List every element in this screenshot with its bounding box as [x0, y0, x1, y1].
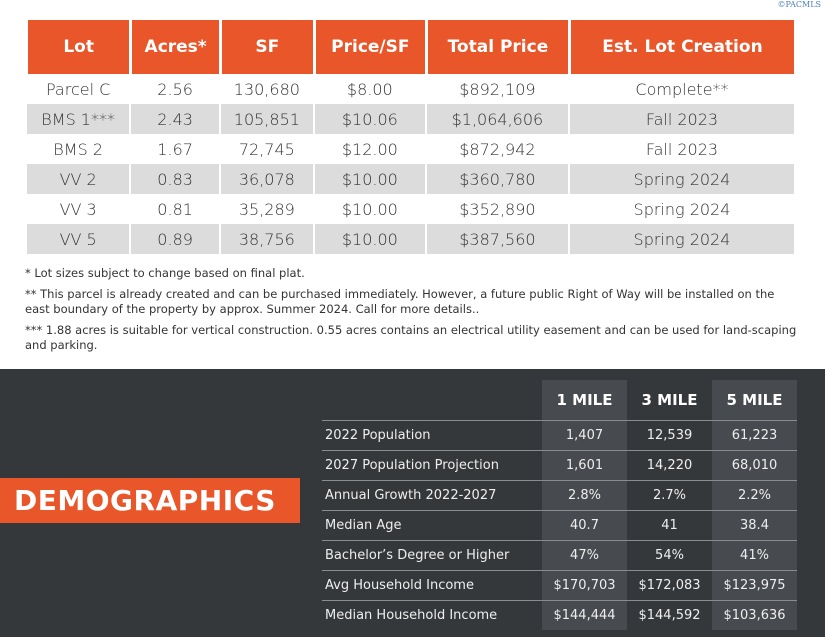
table-cell: $872,942: [459, 139, 536, 159]
table-cell: 0.89: [131, 224, 219, 254]
value-cell: 54%: [627, 539, 712, 570]
demographics-table: 1 MILE 3 MILE 5 MILE 2022 Population 1,407 1…: [322, 380, 797, 630]
table-row: Annual Growth 2022-2027 2.8% 2.7% 2.2%: [322, 479, 797, 510]
lot-pricing-table: Lot Acres* SF Price/SF Total Price Est. Lot C…: [25, 20, 796, 254]
radius-header: 3 MILE: [641, 390, 698, 409]
table-row: 2022 Population 1,407 12,539 61,223: [322, 419, 797, 450]
table-cell: 0.81: [157, 199, 193, 219]
table-row: Median Household Income $144,444 $144,592 $…: [322, 599, 797, 630]
value-cell: 12,539: [627, 419, 712, 450]
value-cell: 14,220: [627, 449, 712, 480]
value-cell: 1,601: [542, 449, 627, 480]
table-cell: $360,780: [426, 164, 568, 194]
demographics-title: DEMOGRAPHICS: [0, 478, 300, 523]
value-cell: 61,223: [712, 419, 797, 450]
table-cell: $8.00: [346, 79, 393, 99]
table-cell: 35,289: [238, 199, 295, 219]
table-cell: BMS 1***: [27, 104, 130, 134]
value-cell: 1,407: [542, 419, 627, 450]
value-cell: $172,083: [627, 569, 712, 600]
row-label: Median Age: [322, 509, 542, 540]
table-cell: $10.06: [314, 104, 425, 134]
footnote: ** This parcel is already created and ca…: [25, 287, 775, 316]
value-cell: 41: [627, 509, 712, 540]
footnote: *** 1.88 acres is suitable for vertical …: [25, 323, 797, 352]
value-cell: $144,444: [542, 599, 627, 630]
value-cell: 2.8%: [542, 479, 627, 510]
table-cell: Spring 2024: [569, 224, 794, 254]
table-row: VV 5 0.89 38,756 $10.00 $387,560 Spring 2024: [27, 224, 794, 254]
table-cell: 38,756: [220, 224, 313, 254]
table-row: Parcel C 2.56 130,680 $8.00 $892,109 Complete…: [27, 74, 794, 104]
column-header: SF: [220, 20, 313, 74]
column-header: Total Price: [426, 20, 568, 74]
row-label: Avg Household Income: [322, 569, 542, 600]
table-cell: Parcel C: [45, 79, 111, 99]
value-cell: 38.4: [712, 509, 797, 540]
value-cell: 68,010: [712, 449, 797, 480]
table-cell: Spring 2024: [569, 164, 794, 194]
table-cell: 130,680: [233, 79, 300, 99]
row-label: Annual Growth 2022-2027: [322, 479, 542, 510]
footnotes: * Lot sizes subject to change based on f…: [25, 266, 800, 359]
table-cell: $892,109: [459, 79, 536, 99]
table-cell: BMS 2: [53, 139, 103, 159]
footnote: * Lot sizes subject to change based on f…: [25, 266, 305, 280]
table-row: VV 2 0.83 36,078 $10.00 $360,780 Spring 2024: [27, 164, 794, 194]
table-cell: VV 2: [27, 164, 130, 194]
table-cell: $10.00: [341, 199, 398, 219]
value-cell: 41%: [712, 539, 797, 570]
table-row: BMS 2 1.67 72,745 $12.00 $872,942 Fall 2023: [27, 134, 794, 164]
value-cell: $123,975: [712, 569, 797, 600]
table-cell: 2.56: [157, 79, 193, 99]
table-cell: Spring 2024: [633, 199, 731, 219]
table-cell: $10.00: [314, 164, 425, 194]
row-label: Median Household Income: [322, 599, 542, 630]
row-label: 2027 Population Projection: [322, 449, 542, 480]
watermark: ©PACMLS: [777, 0, 821, 9]
value-cell: 2.2%: [712, 479, 797, 510]
table-row: Median Age 40.7 41 38.4: [322, 509, 797, 540]
table-cell: $352,890: [459, 199, 536, 219]
column-header: Lot: [27, 20, 130, 74]
table-row: VV 3 0.81 35,289 $10.00 $352,890 Spring 2024: [27, 194, 794, 224]
value-cell: 2.7%: [627, 479, 712, 510]
table-cell: Complete**: [635, 79, 729, 99]
table-cell: Fall 2023: [569, 104, 794, 134]
value-cell: 47%: [542, 539, 627, 570]
row-label: Bachelor’s Degree or Higher: [322, 539, 542, 570]
table-cell: VV 3: [59, 199, 97, 219]
row-label: 2022 Population: [322, 419, 542, 450]
table-cell: Fall 2023: [645, 139, 719, 159]
table-cell: 0.83: [131, 164, 219, 194]
column-header: Est. Lot Creation: [569, 20, 794, 74]
radius-header: 1 MILE: [542, 380, 627, 420]
table-row: BMS 1*** 2.43 105,851 $10.06 $1,064,606 Fall …: [27, 104, 794, 134]
table-cell: 36,078: [220, 164, 313, 194]
value-cell: $170,703: [542, 569, 627, 600]
table-cell: $12.00: [341, 139, 398, 159]
table-cell: $387,560: [426, 224, 568, 254]
table-cell: 72,745: [238, 139, 295, 159]
value-cell: $144,592: [627, 599, 712, 630]
table-cell: 2.43: [131, 104, 219, 134]
table-cell: $10.00: [314, 224, 425, 254]
table-row: Avg Household Income $170,703 $172,083 $123…: [322, 569, 797, 600]
corner-cell: [322, 380, 542, 420]
column-header: Price/SF: [314, 20, 425, 74]
value-cell: 40.7: [542, 509, 627, 540]
table-row: 2027 Population Projection 1,601 14,220 68,…: [322, 449, 797, 480]
table-cell: 1.67: [157, 139, 193, 159]
value-cell: $103,636: [712, 599, 797, 630]
table-cell: VV 5: [27, 224, 130, 254]
table-row: Bachelor’s Degree or Higher 47% 54% 41%: [322, 539, 797, 570]
table-cell: 105,851: [220, 104, 313, 134]
column-header: Acres*: [131, 20, 219, 74]
table-cell: $1,064,606: [426, 104, 568, 134]
radius-header: 5 MILE: [712, 380, 797, 420]
